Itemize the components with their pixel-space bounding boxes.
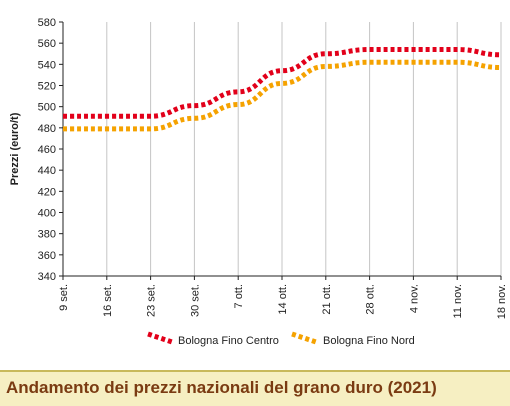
y-tick-label: 560 (38, 38, 56, 50)
series-line (63, 47, 502, 119)
x-tick-label: 21 ott. (321, 284, 333, 315)
series-line (62, 59, 502, 132)
y-tick-label: 580 (38, 17, 56, 29)
legend-label: Bologna Fino Centro (178, 335, 279, 347)
x-tick-label: 4 nov. (408, 284, 420, 313)
x-tick-label: 7 ott. (233, 284, 245, 308)
x-tick-label: 9 set. (58, 284, 70, 311)
y-tick-label: 360 (38, 250, 56, 262)
y-tick-label: 400 (38, 208, 56, 220)
y-axis-title: Prezzi (euro/t) (9, 112, 21, 185)
legend-swatch (147, 331, 173, 345)
x-tick-label: 11 nov. (452, 284, 464, 318)
y-tick-label: 520 (38, 81, 56, 93)
chart-caption: Andamento dei prezzi nazionali del grano… (6, 378, 437, 397)
y-tick-label: 500 (38, 102, 56, 114)
footer-bar: Andamento dei prezzi nazionali del grano… (0, 370, 510, 406)
x-tick-label: 28 ott. (365, 284, 377, 315)
y-tick-label: 460 (38, 144, 56, 156)
y-tick-label: 340 (38, 271, 56, 283)
chart-canvas: 340 360 380 400 420 440 460 480 500 520 540 560 580 9… (9, 17, 508, 347)
y-tick-label: 380 (38, 229, 56, 241)
x-tick-label: 14 ott. (277, 284, 289, 315)
y-tick-label: 440 (38, 165, 56, 177)
x-tick-label: 23 set. (146, 284, 158, 317)
x-tick-label: 30 set. (189, 284, 201, 317)
legend-label: Bologna Fino Nord (323, 335, 415, 347)
x-tick-label: 16 set. (102, 284, 114, 317)
x-tick-label: 18 nov. (496, 284, 508, 319)
legend-swatch (291, 331, 317, 345)
y-tick-label: 420 (38, 186, 56, 198)
y-tick-label: 480 (38, 123, 56, 135)
y-tick-label: 540 (38, 59, 56, 71)
